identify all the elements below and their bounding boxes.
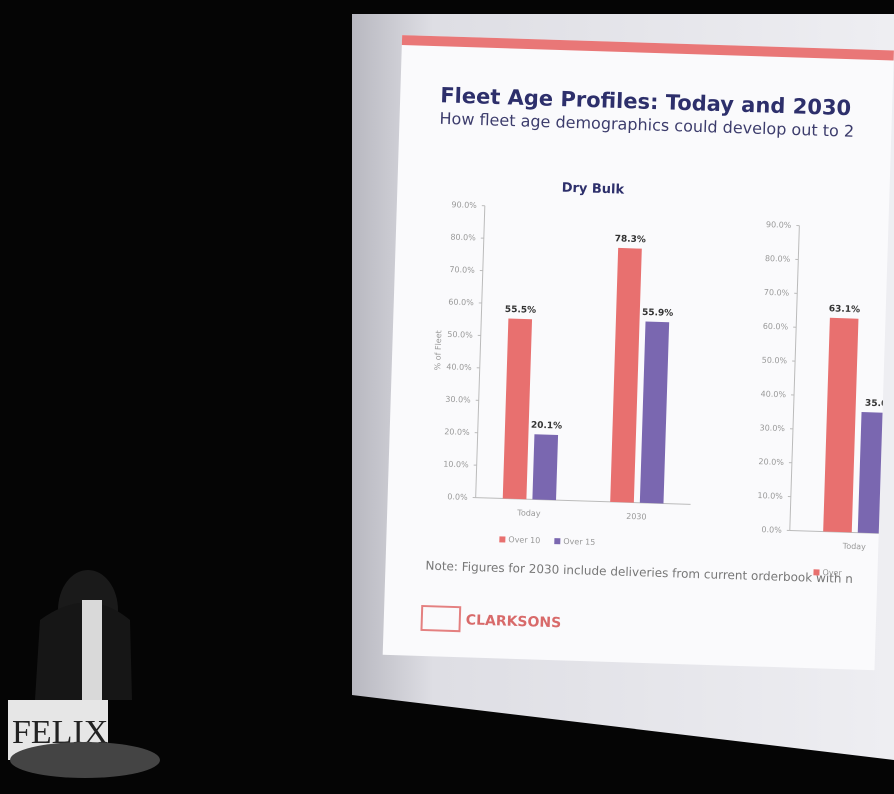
- y-tick-label: 80.0%: [765, 254, 791, 264]
- legend-label: Over: [822, 568, 842, 578]
- y-tick-label: 10.0%: [757, 491, 783, 501]
- y-tick-label: 80.0%: [450, 233, 476, 243]
- legend-label: Over 15: [563, 537, 595, 547]
- value-label: 20.1%: [531, 421, 563, 432]
- y-tick-label: 60.0%: [763, 322, 789, 332]
- x-tick-label: Today: [842, 542, 867, 552]
- y-tick-label: 40.0%: [446, 362, 472, 372]
- y-tick-label: 60.0%: [448, 297, 474, 307]
- y-tick-label: 0.0%: [447, 492, 468, 502]
- y-tick-label: 50.0%: [762, 356, 788, 366]
- slide: Fleet Age Profiles: Today and 2030 How f…: [383, 35, 894, 671]
- value-label: 78.3%: [614, 234, 646, 245]
- y-tick-label: 90.0%: [451, 200, 477, 210]
- legend-swatch: [554, 538, 560, 544]
- x-tick-label: 2030: [626, 512, 647, 522]
- value-label: 63.1%: [829, 304, 861, 315]
- legend-label: Over 10: [508, 535, 540, 545]
- y-tick-label: 50.0%: [447, 330, 473, 340]
- bar: [532, 434, 558, 500]
- y-tick-label: 30.0%: [759, 423, 785, 433]
- y-tick-label: 20.0%: [444, 427, 470, 437]
- y-tick-label: 40.0%: [760, 389, 786, 399]
- logo-text: CLARKSONS: [466, 612, 562, 631]
- x-tick-label: Today: [516, 508, 541, 518]
- y-tick-label: 20.0%: [758, 457, 784, 467]
- y-tick-label: 70.0%: [449, 265, 475, 275]
- chart-title: Dry Bulk: [561, 181, 624, 198]
- y-tick-label: 30.0%: [445, 395, 471, 405]
- legend-swatch: [813, 569, 819, 575]
- presenter-shirt: [82, 600, 102, 700]
- value-label: 55.5%: [505, 305, 537, 316]
- legend-swatch: [499, 536, 505, 542]
- table: [10, 742, 160, 778]
- y-tick-label: 10.0%: [443, 460, 469, 470]
- y-tick-label: 70.0%: [764, 288, 790, 298]
- value-label: 55.9%: [642, 308, 674, 319]
- y-tick-label: 90.0%: [766, 220, 792, 230]
- y-tick-label: 0.0%: [761, 525, 782, 535]
- photo: Fleet Age Profiles: Today and 2030 How f…: [0, 0, 894, 794]
- page: Fleet Age Profiles: Today and 2030 How f…: [0, 0, 894, 794]
- y-axis-label: % of Fleet: [433, 330, 443, 370]
